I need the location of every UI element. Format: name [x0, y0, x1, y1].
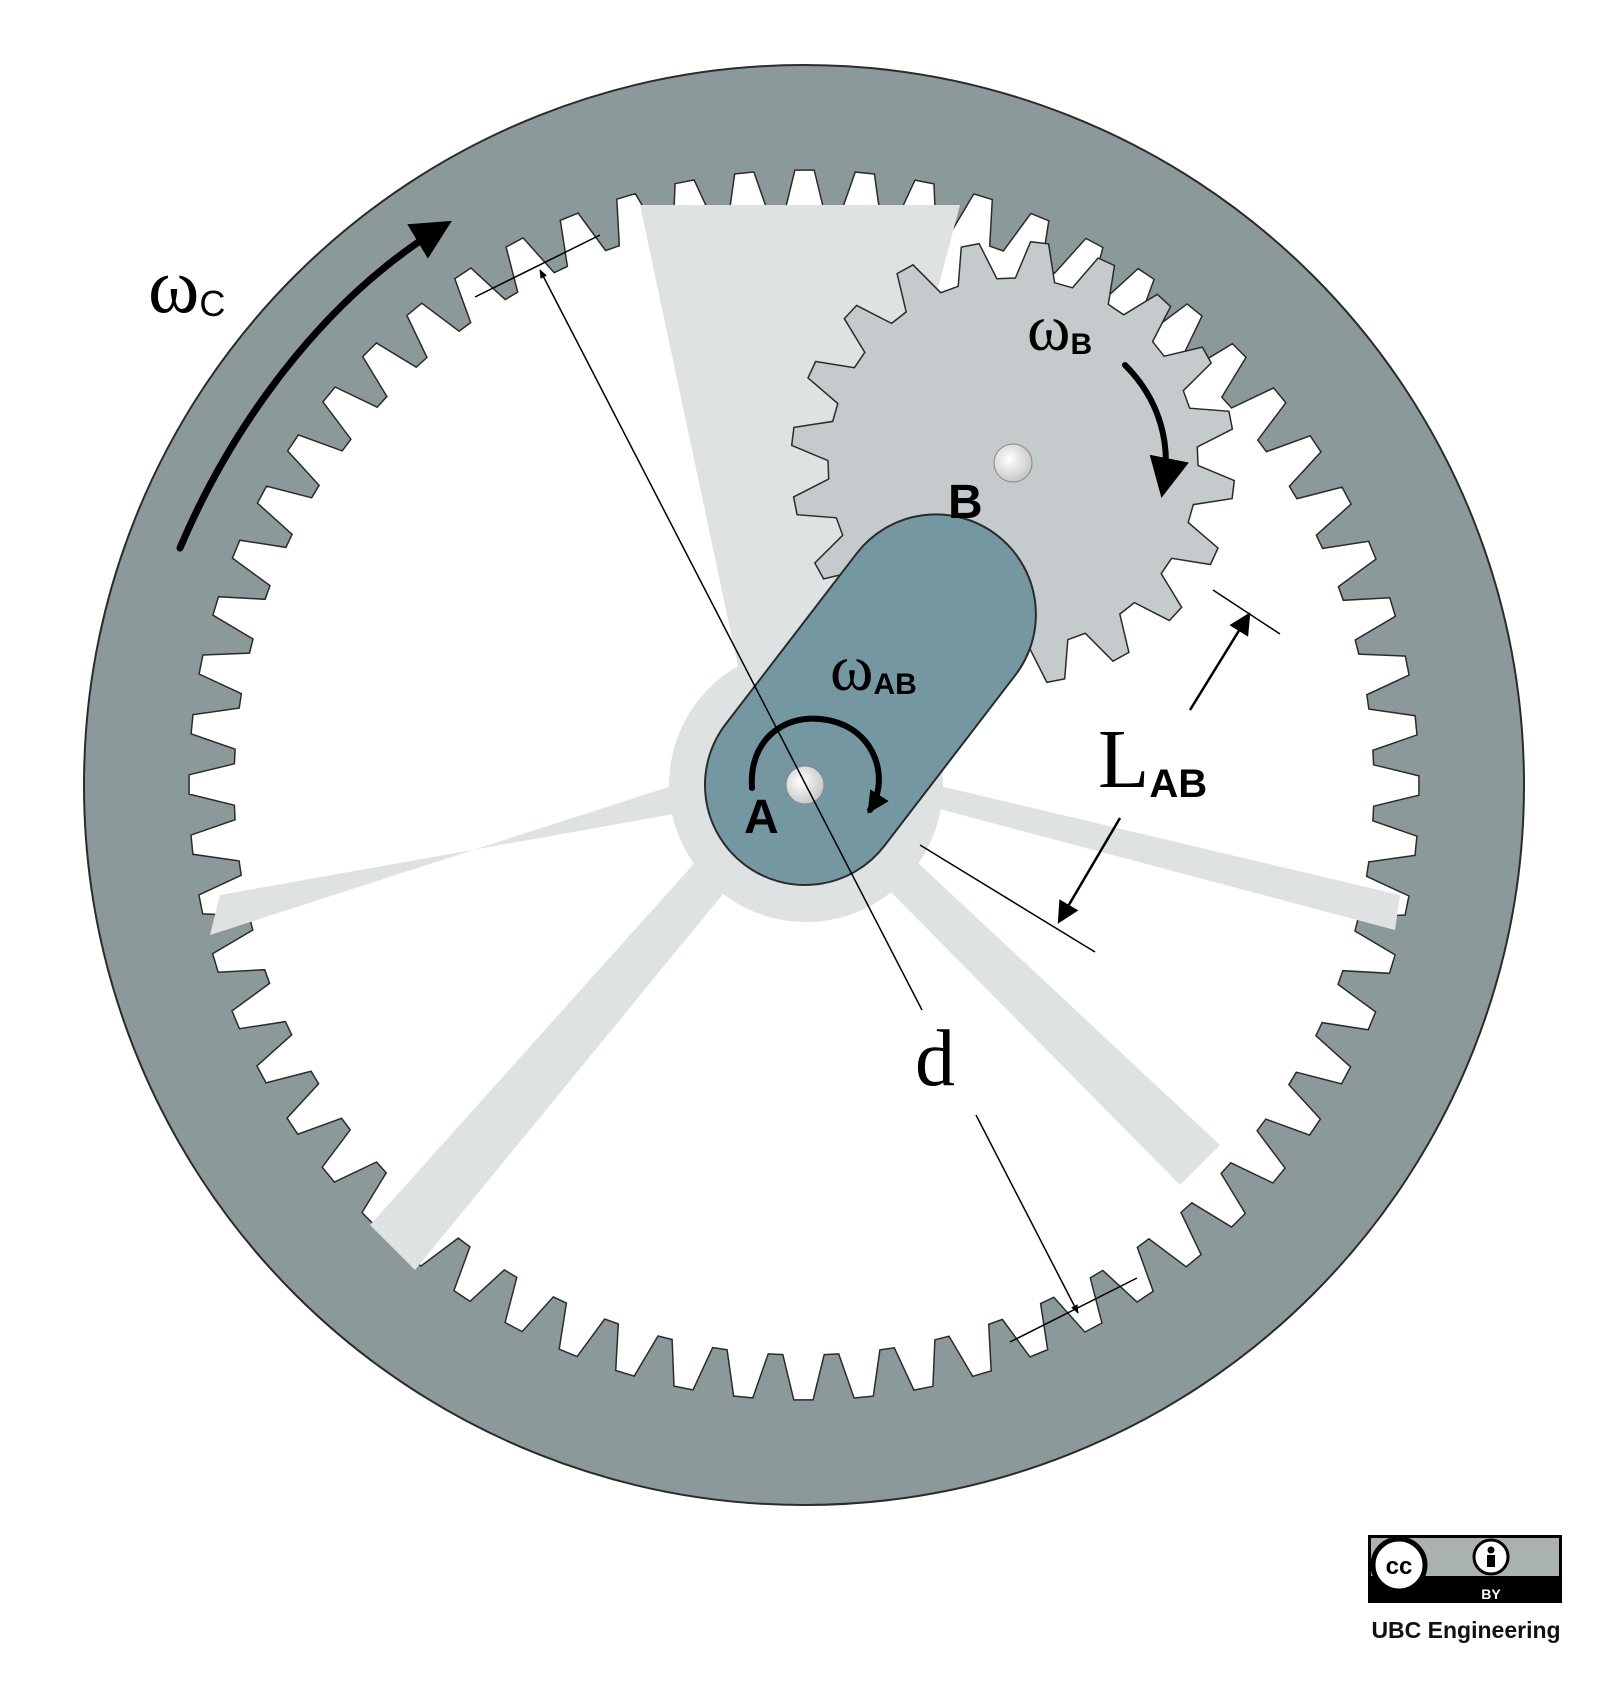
diameter-tick-bottom — [1009, 1277, 1138, 1343]
credit-text: UBC Engineering — [1371, 1617, 1560, 1643]
diameter-line-upper — [539, 269, 923, 1011]
lab-arrow-lower — [1057, 817, 1122, 924]
lab-ext-line-b — [1212, 589, 1281, 635]
diameter-label: d — [915, 1015, 955, 1103]
lab-ext-line-a — [919, 844, 1096, 953]
license-badge-text: BY — [1481, 1586, 1501, 1602]
cc-icon — [1370, 1536, 1428, 1594]
diameter-line-lower — [975, 1114, 1079, 1314]
omega-ab-label: ωAB — [830, 632, 917, 705]
svg-text:cc: cc — [1386, 1553, 1413, 1580]
cc-by-badge: cc BY — [1368, 1535, 1562, 1603]
point-a-label: A — [744, 791, 779, 844]
pin-b — [993, 443, 1033, 483]
omega-ab-arrow — [748, 715, 889, 814]
omega-b-arrow — [1122, 362, 1189, 498]
point-b-label: B — [948, 476, 983, 529]
diameter-tick-top — [474, 234, 601, 298]
omega-c-label: ωC — [148, 242, 225, 329]
length-ab-label: LAB — [1098, 713, 1207, 806]
omega-b-label: ωB — [1027, 292, 1092, 365]
omega-c-arrow — [176, 220, 452, 552]
pin-a — [785, 765, 825, 805]
lab-arrow-upper — [1188, 612, 1251, 711]
